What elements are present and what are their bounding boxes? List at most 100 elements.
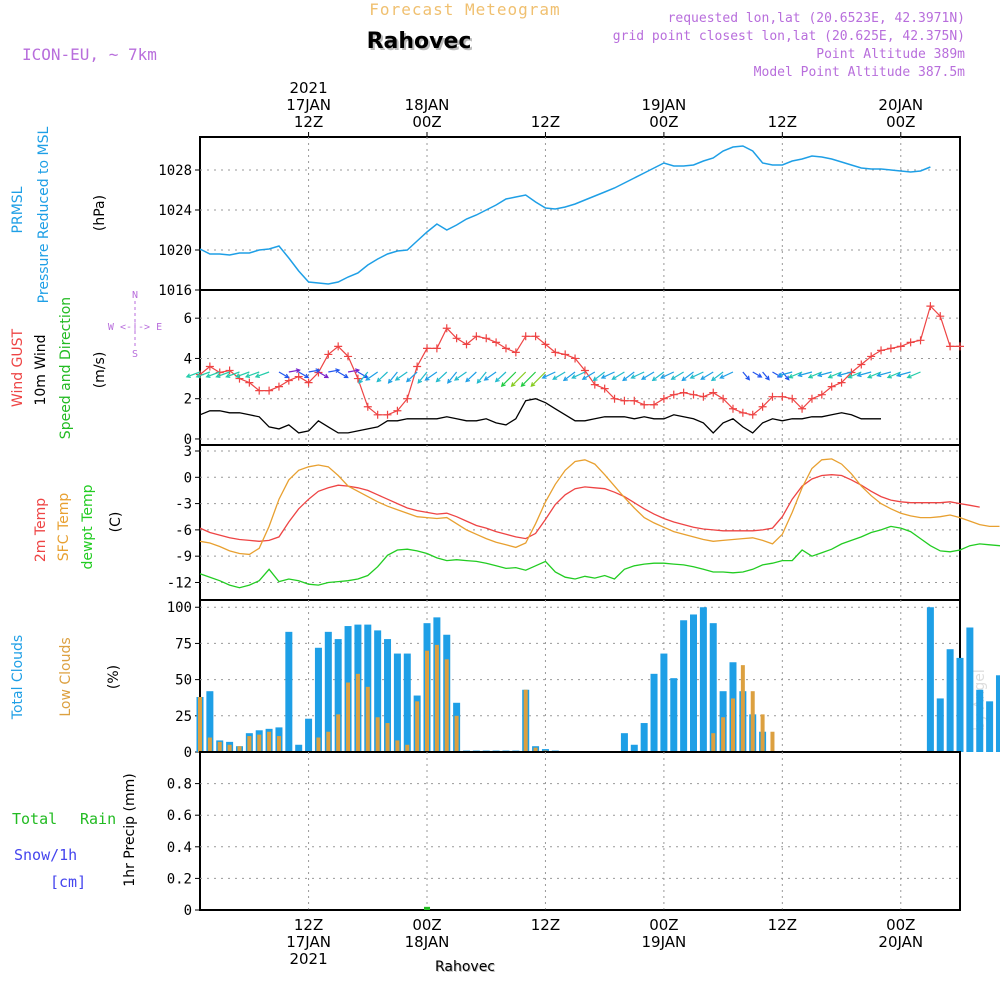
bar-total-cloud	[956, 657, 964, 752]
gust-marker	[225, 366, 234, 375]
y-tick-label: 1024	[158, 203, 192, 219]
wind-direction-arrow	[347, 368, 361, 374]
gust-marker	[363, 402, 372, 411]
wind-direction-arrow	[581, 371, 596, 380]
wind-direction-arrow	[816, 371, 832, 378]
bar-total-cloud	[946, 649, 954, 752]
top-time-label: 12Z	[531, 113, 560, 131]
wind-direction-arrow	[552, 371, 566, 380]
wind-direction-arrow	[742, 371, 751, 381]
wind-gust-title: Wind GUST	[10, 328, 26, 407]
bar-low-cloud	[405, 744, 410, 752]
gust-marker	[511, 348, 520, 357]
gust-marker	[640, 400, 649, 409]
gust-marker	[669, 390, 678, 399]
gust-marker	[807, 394, 816, 403]
top-time-label: 00Z	[649, 113, 678, 131]
wind-direction-arrow	[807, 371, 823, 379]
wind-speed-dir-title: Speed and Direction	[58, 297, 74, 439]
bar-total-cloud	[374, 630, 382, 752]
wind-direction-arrow	[886, 371, 902, 379]
gust-marker	[580, 366, 589, 375]
temp-sfc-title: SFC Temp	[56, 493, 72, 562]
bar-low-cloud	[760, 714, 765, 752]
wind-direction-arrow	[836, 371, 852, 378]
gust-marker	[472, 332, 481, 341]
bar-low-cloud	[523, 689, 528, 752]
wind-direction-arrow	[318, 371, 330, 379]
y-tick-label: 0	[184, 745, 192, 761]
wind-direction-arrow	[453, 371, 467, 381]
bar-low-cloud	[444, 659, 449, 752]
wind-direction-arrow	[571, 371, 586, 379]
bar-total-cloud	[393, 653, 401, 752]
cloud-unit: (%)	[106, 665, 122, 689]
bar-total-cloud	[640, 723, 648, 752]
compass-n: N	[132, 290, 138, 301]
gust-marker	[699, 392, 708, 401]
top-time-label: 00Z	[886, 113, 915, 131]
bar-low-cloud	[346, 682, 351, 752]
y-tick-label: 0	[184, 432, 192, 448]
bar-low-cloud	[355, 673, 360, 752]
wind-direction-arrow	[710, 371, 724, 382]
y-tick-label: -12	[167, 575, 192, 591]
gust-marker	[689, 390, 698, 399]
wind-direction-arrow	[424, 371, 438, 381]
top-time-label: 2021	[289, 79, 327, 97]
bar-low-cloud	[198, 696, 202, 752]
bar-total-cloud	[660, 653, 668, 752]
wind-direction-arrow	[447, 371, 458, 384]
series-line-gust	[199, 304, 960, 416]
y-tick-label: 0.8	[167, 777, 192, 793]
gust-marker	[630, 396, 639, 405]
y-tick-label: -3	[175, 497, 192, 513]
bar-total-cloud	[670, 678, 678, 752]
gust-marker	[294, 372, 303, 381]
wind-direction-arrow	[895, 371, 911, 378]
bar-low-cloud	[454, 715, 459, 752]
bar-total-cloud	[976, 689, 984, 752]
pressure-title-2: Pressure Reduced to MSL	[36, 126, 52, 303]
bar-low-cloud	[415, 701, 420, 752]
y-tick-label: 6	[184, 311, 192, 327]
bottom-time-label: 00Z	[412, 916, 441, 934]
gust-marker	[541, 340, 550, 349]
bottom-time-label: 17JAN	[286, 933, 331, 951]
wind-direction-arrow	[337, 371, 349, 379]
gust-marker	[827, 382, 836, 391]
wind-direction-arrow	[358, 371, 369, 384]
requested-coords: requested lon,lat (20.6523E, 42.3971N)	[668, 11, 965, 26]
bar-low-cloud	[326, 731, 331, 752]
gust-marker	[768, 392, 777, 401]
gust-marker	[304, 378, 313, 387]
bar-total-cloud	[995, 675, 1000, 752]
bar-total-cloud	[680, 620, 688, 752]
bar-low-cloud	[336, 714, 341, 752]
gust-marker	[531, 332, 540, 341]
gust-marker	[946, 342, 955, 351]
wind-direction-arrow	[308, 368, 321, 374]
wind-direction-arrow	[185, 371, 201, 378]
bar-low-cloud	[247, 736, 252, 752]
wind-direction-arrow	[752, 371, 763, 378]
gust-marker	[482, 334, 491, 343]
wind-direction-arrow	[494, 371, 507, 383]
wind-direction-arrow	[827, 371, 842, 379]
gust-marker	[274, 382, 283, 391]
gust-marker	[561, 350, 570, 359]
wind-direction-arrow	[906, 371, 921, 379]
bottom-time-label: 2021	[289, 950, 327, 968]
location-title: Rahovec	[367, 29, 472, 54]
wind-direction-arrow	[856, 371, 872, 378]
bar-low-cloud	[257, 734, 262, 752]
wind-direction-arrow	[387, 371, 398, 384]
wind-direction-arrow	[376, 371, 388, 383]
top-time-label: 19JAN	[642, 96, 687, 114]
wind-direction-arrow	[405, 371, 418, 383]
bar-low-cloud	[267, 731, 272, 752]
gust-marker	[442, 324, 451, 333]
wind-direction-arrow	[288, 368, 301, 374]
gust-marker	[205, 362, 214, 371]
